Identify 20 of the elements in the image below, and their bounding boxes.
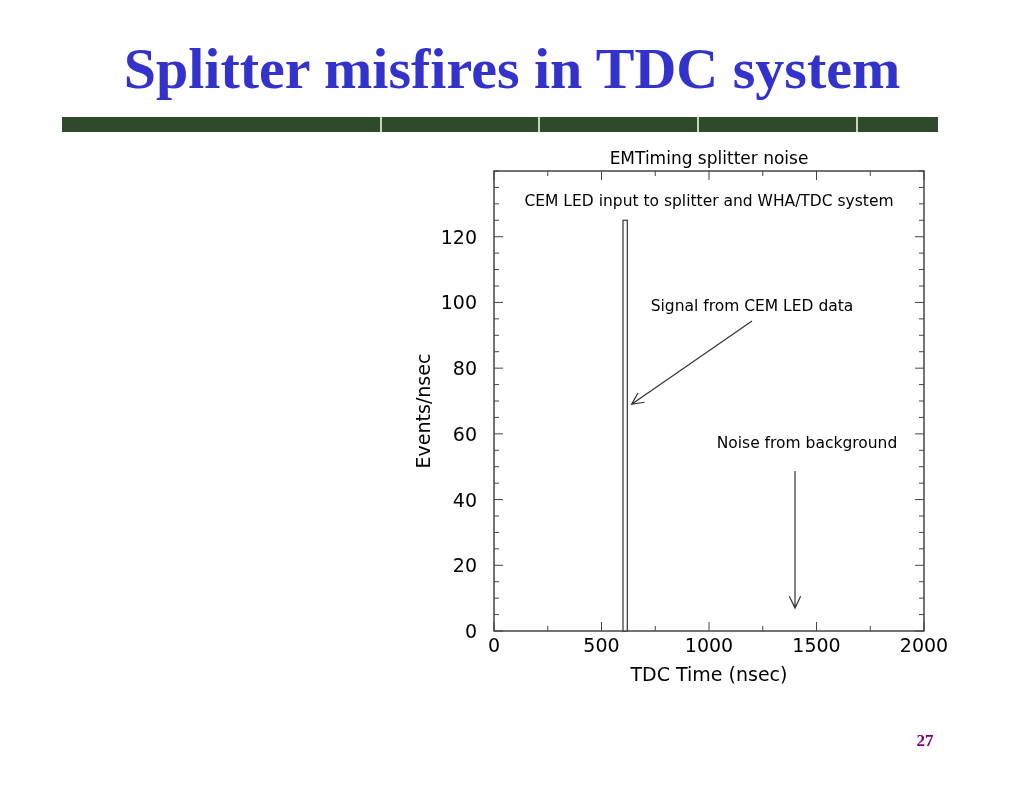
x-axis-title: TDC Time (nsec) (629, 663, 788, 685)
y-tick-label: 100 (440, 291, 477, 314)
annotation: Noise from background (716, 434, 898, 452)
y-tick-label: 80 (452, 357, 477, 380)
y-tick-label: 60 (452, 422, 477, 445)
y-axis-title: Events/nsec (412, 353, 434, 469)
y-tick-label: 20 (452, 554, 477, 577)
x-tick-label: 0 (487, 634, 501, 656)
x-tick-label: 1000 (684, 634, 734, 656)
chart-title: Splitter misfires in TDC system (123, 36, 901, 101)
x-tick-label: 2000 (899, 634, 949, 656)
chart-subtitle: EMTiming splitter noise (609, 148, 809, 168)
x-tick-label: 500 (583, 634, 620, 656)
annotation: CEM LED input to splitter and WHA/TDC system (524, 192, 894, 210)
x-tick-label: 1500 (792, 634, 841, 656)
text: 27 (916, 731, 934, 750)
y-tick-label: 0 (464, 620, 477, 642)
annotation: Signal from CEM LED data (650, 297, 854, 315)
y-tick-label: 40 (452, 488, 477, 511)
y-tick-label: 120 (440, 225, 477, 248)
